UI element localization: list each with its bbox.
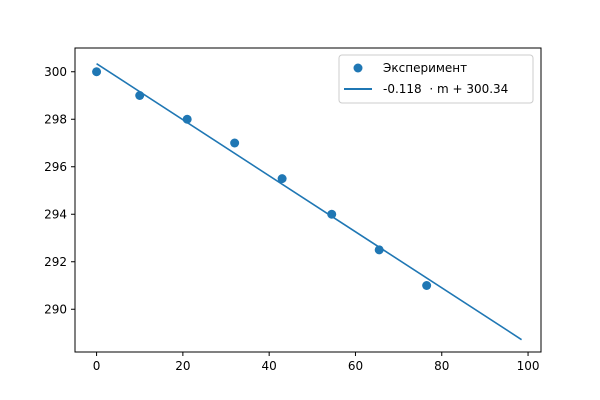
x-tick-label: 60 xyxy=(348,359,363,373)
data-point xyxy=(374,245,384,255)
data-point xyxy=(92,67,102,77)
x-tick-label: 100 xyxy=(517,359,540,373)
fit-line xyxy=(96,63,523,341)
data-point xyxy=(277,174,287,184)
y-tick-label: 290 xyxy=(44,302,67,316)
series-layer xyxy=(92,63,523,341)
x-tick-label: 80 xyxy=(434,359,449,373)
x-tick-label: 20 xyxy=(175,359,190,373)
legend-label-scatter: Эксперимент xyxy=(383,61,467,75)
data-point xyxy=(135,91,145,100)
y-tick-label: 298 xyxy=(44,112,67,126)
data-point xyxy=(182,114,192,124)
y-tick-label: 292 xyxy=(44,255,67,269)
data-point xyxy=(230,138,240,148)
x-tick-label: 0 xyxy=(93,359,101,373)
x-axis-ticks: 0 20 40 60 80 100 xyxy=(93,352,540,373)
data-point xyxy=(327,209,337,219)
y-tick-label: 296 xyxy=(44,160,67,174)
y-tick-label: 300 xyxy=(44,65,67,79)
legend-scatter-marker xyxy=(353,63,363,73)
data-point xyxy=(422,281,432,290)
legend: Эксперимент -0.118 · m + 300.34 xyxy=(338,54,534,104)
x-tick-label: 40 xyxy=(262,359,277,373)
legend-box xyxy=(338,54,534,104)
legend-label-line: -0.118 · m + 300.34 xyxy=(383,82,508,96)
y-axis-ticks: 290 292 294 296 298 300 xyxy=(44,65,75,316)
y-tick-label: 294 xyxy=(44,207,67,221)
